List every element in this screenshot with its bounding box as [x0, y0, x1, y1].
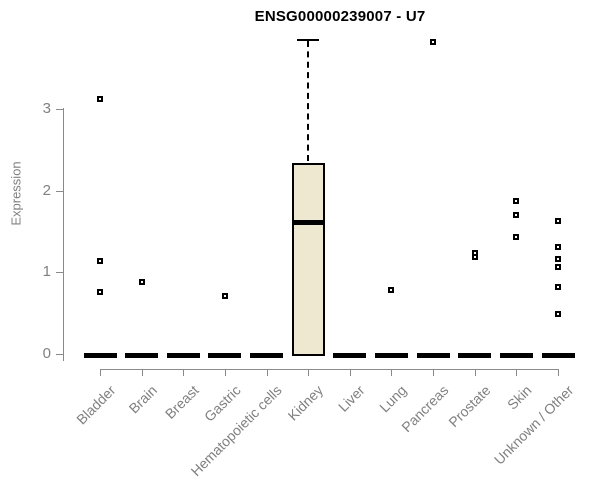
outlier-point [555, 255, 562, 262]
collapsed-box [250, 352, 284, 358]
x-axis-tick [141, 369, 143, 376]
outlier-point [97, 289, 103, 296]
whisker-line [307, 40, 310, 161]
outlier-point [388, 286, 395, 293]
x-tick-label: Kidney [284, 382, 327, 424]
outlier-point [513, 233, 520, 240]
outlier-point [555, 311, 562, 318]
x-axis-tick [391, 369, 393, 376]
y-tick-label: 3 [42, 100, 51, 117]
whisker-cap [297, 38, 320, 41]
outlier-point [555, 284, 562, 291]
collapsed-box [83, 352, 117, 358]
collapsed-box [499, 352, 533, 358]
chart-title: ENSG00000239007 - U7 [254, 8, 426, 25]
y-axis-tick [56, 190, 63, 192]
median-line [291, 220, 325, 226]
y-axis-line [63, 108, 64, 361]
outlier-point [555, 264, 562, 271]
y-axis-tick [56, 353, 63, 355]
x-tick-label: Lung [376, 382, 410, 416]
outlier-point [555, 218, 562, 225]
x-axis-tick [308, 369, 310, 376]
collapsed-box [125, 352, 159, 358]
x-tick-label: Prostate [444, 382, 494, 431]
x-axis-tick [433, 369, 435, 376]
collapsed-box [458, 352, 492, 358]
collapsed-box [374, 352, 408, 358]
collapsed-box [333, 352, 367, 358]
collapsed-box [541, 352, 575, 358]
outlier-point [138, 278, 145, 285]
x-axis-tick [183, 369, 185, 376]
outlier-point [513, 211, 520, 218]
y-tick-label: 2 [42, 181, 51, 199]
outlier-point [430, 39, 437, 46]
boxplot-box [291, 162, 325, 357]
x-tick-label: Liver [335, 382, 369, 415]
outlier-point [513, 198, 520, 205]
y-axis-tick [56, 272, 63, 273]
outlier-point [471, 253, 478, 260]
x-tick-label: Bladder [72, 382, 119, 428]
y-axis-tick [56, 109, 63, 110]
x-axis-tick [474, 369, 476, 376]
y-tick-label: 1 [42, 263, 51, 280]
x-tick-label: Breast [161, 382, 202, 422]
y-tick-label: 0 [42, 344, 51, 362]
x-tick-label: Unknown / Other [490, 382, 577, 468]
outlier-point [555, 243, 562, 250]
x-axis-tick [558, 369, 560, 376]
x-axis-tick [100, 369, 101, 376]
x-axis-line [100, 369, 560, 370]
outlier-point [97, 257, 103, 264]
collapsed-box [416, 352, 450, 358]
x-axis-tick [224, 369, 226, 376]
x-tick-label: Skin [504, 382, 535, 413]
x-axis-tick [516, 369, 518, 376]
x-axis-tick [266, 369, 268, 376]
outlier-point [97, 96, 103, 103]
collapsed-box [166, 352, 200, 358]
x-tick-label: Brain [125, 382, 160, 417]
outlier-point [221, 292, 228, 299]
x-axis-tick [349, 369, 351, 376]
collapsed-box [208, 352, 242, 358]
